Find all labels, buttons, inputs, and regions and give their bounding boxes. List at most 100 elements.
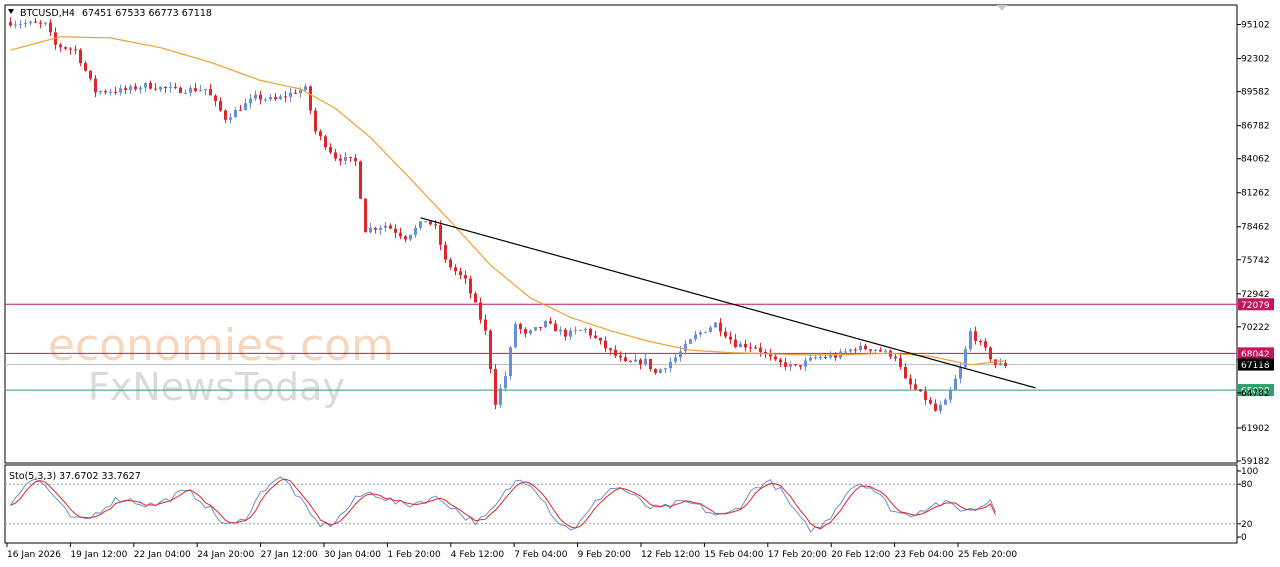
candle-body <box>879 349 882 352</box>
candle-body <box>689 339 692 344</box>
candle-body <box>529 330 532 334</box>
candle-body <box>559 329 562 332</box>
y-tick-label: 67502 <box>1241 356 1270 366</box>
candle-body <box>814 357 817 359</box>
candle-body <box>414 227 417 235</box>
y-tick-label: 81262 <box>1241 189 1270 199</box>
candle-body <box>959 367 962 379</box>
candle-body <box>834 355 837 358</box>
symbol-timeframe: BTCUSD,H4 <box>20 8 75 19</box>
candle-body <box>1004 363 1007 366</box>
candle-body <box>639 359 642 365</box>
candle-body <box>179 87 182 93</box>
x-tick-label: 20 Feb 12:00 <box>831 550 890 560</box>
x-tick-label: 4 Feb 12:00 <box>451 550 505 560</box>
candle-body <box>274 96 277 100</box>
candle-body <box>14 24 17 26</box>
candle-body <box>159 86 162 90</box>
candle-body <box>494 369 497 405</box>
candle-body <box>99 91 102 93</box>
candle-body <box>354 157 357 162</box>
candle-body <box>189 88 192 93</box>
candle-body <box>479 302 482 320</box>
candle-body <box>869 349 872 351</box>
candle-body <box>714 322 717 328</box>
candle-body <box>624 357 627 362</box>
candle-body <box>649 358 652 370</box>
candle-body <box>94 78 97 93</box>
candle-body <box>919 389 922 392</box>
candle-body <box>279 96 282 100</box>
candle-body <box>294 92 297 94</box>
candle-body <box>104 91 107 93</box>
x-tick-label: 16 Jan 2026 <box>7 550 61 560</box>
candle-body <box>454 267 457 272</box>
candle-body <box>484 319 487 331</box>
candle-body <box>759 347 762 353</box>
candle-body <box>794 364 797 366</box>
candle-body <box>379 227 382 230</box>
y-tick-label: 78462 <box>1241 223 1270 233</box>
candle-body <box>939 404 942 411</box>
candle-body <box>124 88 127 91</box>
candle-body <box>269 96 272 100</box>
candle-body <box>774 356 777 360</box>
scroll-shift-marker-icon[interactable] <box>997 5 1007 11</box>
candle-body <box>284 96 287 98</box>
candle-body <box>604 340 607 349</box>
candle-body <box>239 109 242 111</box>
candle-body <box>44 22 47 24</box>
candle-body <box>84 63 87 71</box>
candle-body <box>514 323 517 348</box>
candle-body <box>214 95 217 102</box>
candle-body <box>599 337 602 341</box>
stochastic-label: Sto(5,3,3) 37.6702 33.7627 <box>9 471 141 482</box>
candle-body <box>589 328 592 336</box>
candle-body <box>219 101 222 111</box>
candle-body <box>9 22 12 26</box>
candle-body <box>384 225 387 228</box>
candle-body <box>424 221 427 223</box>
moving-average-line <box>10 36 1006 366</box>
candle-body <box>744 343 747 348</box>
y-tick-label: 95102 <box>1241 21 1270 31</box>
x-tick-label: 9 Feb 20:00 <box>578 550 632 560</box>
candle-body <box>989 347 992 360</box>
candle-body <box>449 259 452 268</box>
candle-body <box>364 198 367 233</box>
candle-body <box>979 340 982 342</box>
support-price-label: 65020 <box>1241 387 1270 397</box>
x-tick-label: 15 Feb 04:00 <box>704 550 763 560</box>
candle-body <box>524 329 527 334</box>
x-tick-label: 12 Feb 12:00 <box>641 550 700 560</box>
candle-body <box>609 348 612 350</box>
candle-body <box>444 244 447 260</box>
stoch-y-tick-label: 0 <box>1241 533 1247 543</box>
y-tick-label: 89582 <box>1241 88 1270 98</box>
candle-body <box>109 91 112 93</box>
current-price-price-tag <box>1238 358 1274 371</box>
candle-body <box>864 345 867 350</box>
candle-body <box>509 347 512 377</box>
collapse-triangle-icon[interactable] <box>8 9 14 14</box>
descending-trendline[interactable] <box>420 217 1036 389</box>
candle-body <box>319 131 322 137</box>
candle-body <box>729 336 732 340</box>
candle-body <box>964 349 967 368</box>
resistance-upper-price-tag <box>1238 298 1274 311</box>
candle-body <box>519 323 522 330</box>
candle-body <box>139 87 142 90</box>
candle-body <box>24 23 27 25</box>
x-tick-label: 30 Jan 04:00 <box>324 550 381 560</box>
candle-body <box>874 349 877 351</box>
candle-body <box>544 321 547 328</box>
candle-body <box>804 360 807 367</box>
candle-body <box>809 357 812 361</box>
candle-body <box>69 48 72 50</box>
x-tick-label: 1 Feb 20:00 <box>387 550 441 560</box>
candle-body <box>914 384 917 390</box>
candle-body <box>899 358 902 367</box>
candle-body <box>439 224 442 245</box>
candle-body <box>664 368 667 370</box>
